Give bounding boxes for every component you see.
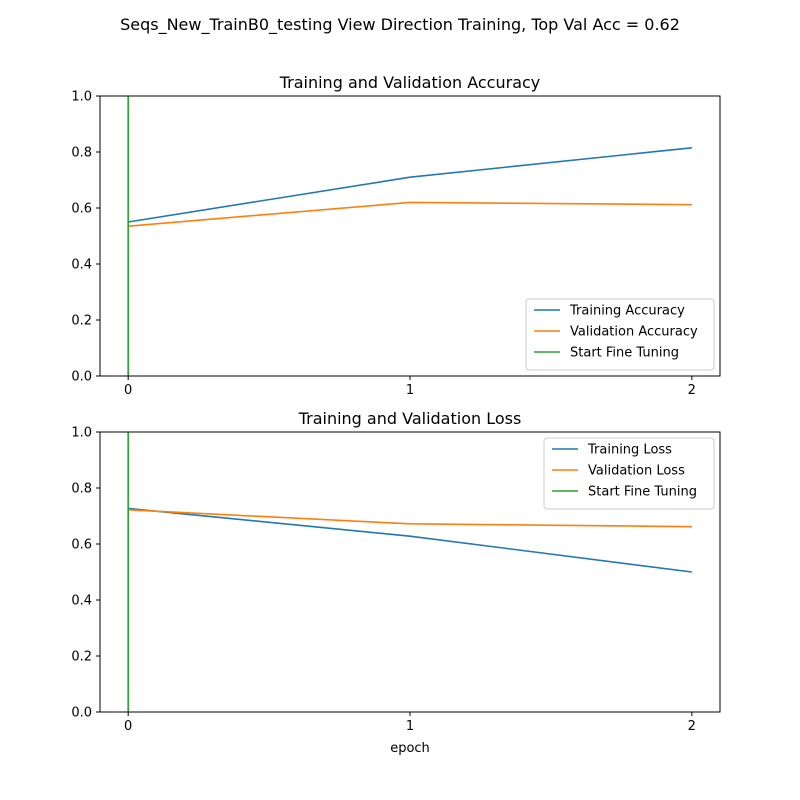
accuracy-y-tick-label: 1.0 (71, 90, 92, 105)
loss-y-tick-label: 0.8 (71, 482, 92, 497)
accuracy-legend-label-1: Training Accuracy (569, 304, 685, 319)
loss-series-line-2 (128, 509, 692, 528)
loss-y-tick-label: 0.2 (71, 650, 92, 665)
loss-legend-label-2: Validation Loss (588, 464, 685, 479)
accuracy-x-tick-label: 1 (406, 383, 414, 398)
accuracy-y-tick-label: 0.6 (71, 202, 92, 217)
accuracy-x-tick-label: 2 (688, 383, 696, 398)
loss-legend-box (543, 437, 715, 510)
accuracy-legend: Training Accuracy Validation Accuracy Star… (525, 298, 715, 371)
accuracy-legend-label-2: Validation Accuracy (570, 325, 698, 340)
loss-x-tick-label: 1 (406, 719, 414, 734)
accuracy-legend-box (525, 298, 715, 371)
loss-x-axis-label: epoch (390, 741, 430, 756)
loss-series-line-1 (128, 507, 692, 573)
loss-legend-label-3: Start Fine Tuning (588, 485, 697, 500)
accuracy-y-tick-label: 0.4 (71, 258, 92, 273)
accuracy-x-tick-label: 0 (124, 383, 132, 398)
loss-legend: Training Loss Validation Loss Start Fine T… (543, 437, 715, 510)
accuracy-legend-label-3: Start Fine Tuning (570, 346, 679, 361)
loss-y-tick-label: 0.4 (71, 594, 92, 609)
accuracy-series-line-2 (128, 201, 692, 227)
loss-ticks: 0 1 2 0.0 0.2 0.4 0.6 0.8 1.0 (71, 426, 696, 735)
accuracy-subplot: Training and Validation Accuracy 0 1 20.00… (71, 73, 721, 399)
accuracy-y-tick-label: 0.0 (71, 370, 92, 385)
figure-title: Seqs_New_TrainB0_testing View Direction … (120, 15, 680, 35)
loss-y-tick-label: 1.0 (71, 426, 92, 441)
loss-legend-label-1: Training Loss (587, 443, 672, 458)
loss-y-tick-label: 0.0 (71, 706, 92, 721)
loss-x-tick-label: 0 (124, 719, 132, 734)
accuracy-y-tick-label: 0.2 (71, 314, 92, 329)
accuracy-series-line-1 (128, 147, 692, 223)
accuracy-marks (127, 96, 692, 376)
loss-y-tick-label: 0.6 (71, 538, 92, 553)
accuracy-y-tick-label: 0.8 (71, 146, 92, 161)
accuracy-ticks: 0 1 2 0.0 0.2 0.4 0.6 0.8 1.0 (71, 90, 696, 399)
accuracy-plot-title: Training and Validation Accuracy (279, 73, 541, 92)
loss-plot-title: Training and Validation Loss (298, 409, 522, 428)
loss-x-tick-label: 2 (688, 719, 696, 734)
loss-marks (127, 432, 692, 712)
loss-subplot: Training and Validation Loss 0 1 2 0.0 0.2 0.… (71, 409, 721, 756)
